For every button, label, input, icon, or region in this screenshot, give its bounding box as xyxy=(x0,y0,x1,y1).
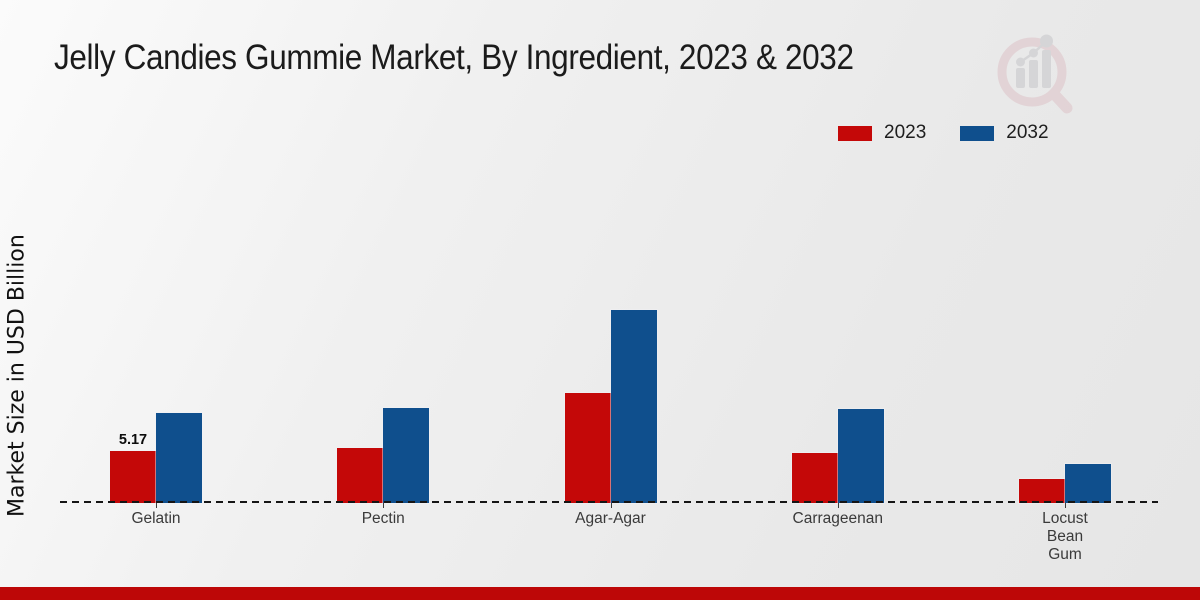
value-label-2023-gelatin: 5.17 xyxy=(118,432,148,449)
brand-magnifier-chart-logo-icon xyxy=(997,34,1073,114)
bar-2023-gelatin xyxy=(110,451,156,503)
x-axis-tick-carrageenan xyxy=(837,503,839,508)
category-label-carrageenan: Carrageenan xyxy=(792,510,883,527)
chart-title: Jelly Candies Gummie Market, By Ingredie… xyxy=(54,38,854,77)
category-label-locust-bean-gum: Locust Bean Gum xyxy=(1042,510,1088,563)
category-label-pectin: Pectin xyxy=(361,510,405,527)
bar-2032-agar-agar xyxy=(610,310,657,503)
x-axis-tick-gelatin xyxy=(156,503,157,508)
x-axis-baseline xyxy=(60,501,1158,503)
legend-label-2023: 2023 xyxy=(884,122,927,143)
legend-swatch-2032-icon xyxy=(960,125,995,141)
x-axis-tick-locust-bean-gum xyxy=(1065,503,1066,508)
legend: 2023 2032 xyxy=(838,122,1049,144)
bar-2032-locust-bean-gum xyxy=(1065,464,1111,503)
y-axis-label: Market Size in USD Billion xyxy=(4,234,30,518)
bar-2023-locust-bean-gum xyxy=(1019,479,1065,503)
x-axis-tick-agar-agar xyxy=(610,503,612,508)
bar-2032-gelatin xyxy=(156,413,202,503)
bar-2032-carrageenan xyxy=(837,408,884,503)
bar-2023-agar-agar xyxy=(564,392,611,503)
bar-2032-pectin xyxy=(383,408,430,503)
category-label-gelatin: Gelatin xyxy=(131,510,181,527)
legend-item-2032: 2032 xyxy=(960,122,1049,144)
legend-swatch-2023-icon xyxy=(838,125,872,141)
bar-2023-carrageenan xyxy=(791,452,838,503)
x-axis-tick-pectin xyxy=(383,503,385,508)
bottom-accent-bar xyxy=(0,587,1200,600)
legend-label-2032: 2032 xyxy=(1006,122,1049,143)
category-label-agar-agar: Agar-Agar xyxy=(575,510,646,527)
legend-item-2023: 2023 xyxy=(838,122,926,144)
bar-2023-pectin xyxy=(337,447,384,503)
